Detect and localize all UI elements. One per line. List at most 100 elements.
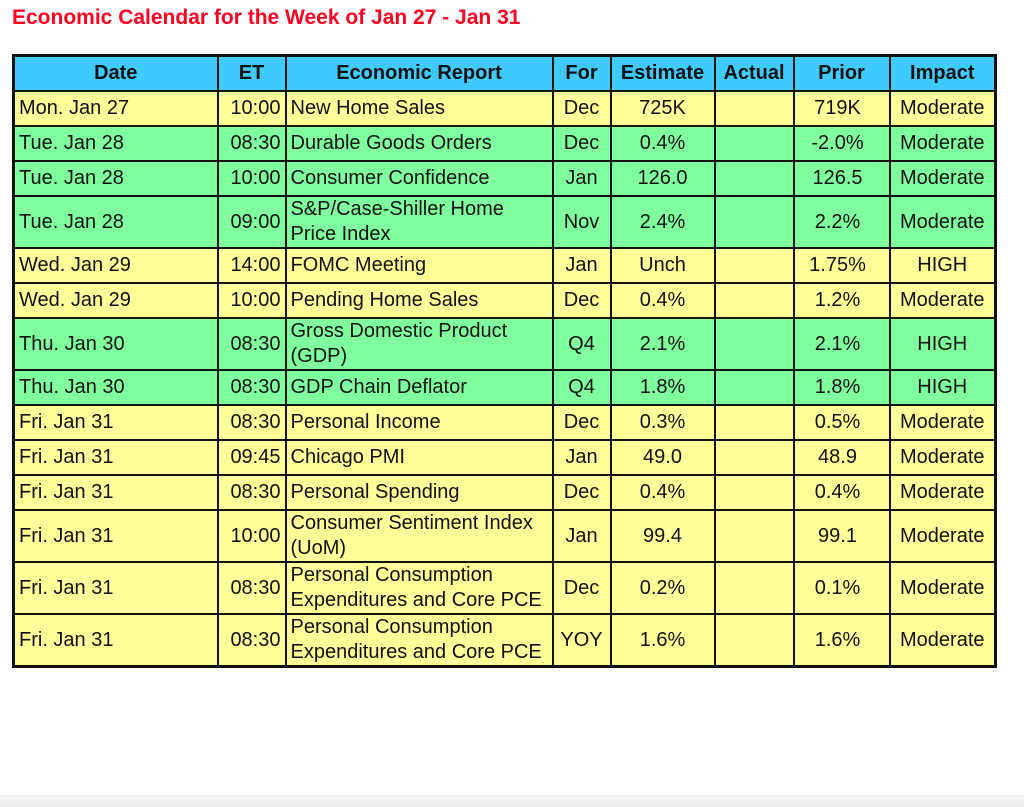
cell-for: Dec	[551, 474, 612, 511]
cell-actual	[713, 125, 795, 162]
cell-estimate: 0.3%	[609, 404, 716, 441]
header-for: For	[551, 54, 612, 92]
header-date: Date	[12, 54, 219, 92]
cell-for: Nov	[551, 195, 612, 249]
header-impact: Impact	[888, 54, 997, 92]
cell-impact: HIGH	[888, 317, 997, 371]
cell-estimate: 0.2%	[609, 561, 716, 615]
cell-prior: 1.8%	[792, 369, 891, 406]
cell-report: Pending Home Sales	[284, 282, 554, 319]
cell-for: YOY	[551, 613, 612, 668]
cell-for: Jan	[551, 247, 612, 284]
cell-estimate: 0.4%	[609, 474, 716, 511]
cell-report: Gross Domestic Product (GDP)	[284, 317, 554, 371]
cell-impact: Moderate	[888, 160, 997, 197]
cell-prior: 0.1%	[792, 561, 891, 615]
cell-et: 08:30	[216, 474, 287, 511]
cell-actual	[713, 561, 795, 615]
cell-impact: Moderate	[888, 282, 997, 319]
cell-actual	[713, 369, 795, 406]
cell-estimate: 0.4%	[609, 125, 716, 162]
cell-for: Q4	[551, 369, 612, 406]
cell-for: Dec	[551, 561, 612, 615]
cell-estimate: Unch	[609, 247, 716, 284]
cell-date: Fri. Jan 31	[12, 613, 219, 668]
header-report: Economic Report	[284, 54, 554, 92]
cell-date: Tue. Jan 28	[12, 125, 219, 162]
cell-et: 10:00	[216, 90, 287, 127]
cell-report: Personal Consumption Expenditures and Co…	[284, 613, 554, 668]
cell-date: Fri. Jan 31	[12, 561, 219, 615]
cell-et: 08:30	[216, 317, 287, 371]
cell-impact: Moderate	[888, 90, 997, 127]
cell-estimate: 126.0	[609, 160, 716, 197]
table-row: Mon. Jan 27 10:00 New Home Sales Dec 725K 719…	[12, 90, 997, 127]
cell-impact: HIGH	[888, 247, 997, 284]
cell-impact: Moderate	[888, 561, 997, 615]
table-row: Thu. Jan 30 08:30 GDP Chain Deflator Q4 1.8%…	[12, 369, 997, 406]
cell-report: Durable Goods Orders	[284, 125, 554, 162]
table-row: Fri. Jan 31 08:30 Personal Spending Dec 0.4%…	[12, 474, 997, 511]
cell-prior: 1.2%	[792, 282, 891, 319]
cell-actual	[713, 247, 795, 284]
cell-report: GDP Chain Deflator	[284, 369, 554, 406]
economic-calendar-table: Date ET Economic Report For Estimate Act…	[12, 54, 997, 668]
header-estimate: Estimate	[609, 54, 716, 92]
cell-et: 08:30	[216, 613, 287, 668]
header-et: ET	[216, 54, 287, 92]
table-row: Fri. Jan 31 08:30 Personal Income Dec 0.3% 0.…	[12, 404, 997, 441]
cell-impact: Moderate	[888, 613, 997, 668]
cell-report: Consumer Sentiment Index (UoM)	[284, 509, 554, 563]
cell-et: 10:00	[216, 509, 287, 563]
cell-for: Dec	[551, 282, 612, 319]
cell-prior: 99.1	[792, 509, 891, 563]
cell-actual	[713, 404, 795, 441]
cell-estimate: 725K	[609, 90, 716, 127]
cell-report: Personal Income	[284, 404, 554, 441]
cell-date: Fri. Jan 31	[12, 509, 219, 563]
cell-date: Mon. Jan 27	[12, 90, 219, 127]
table-row: Fri. Jan 31 08:30 Personal Consumption Exp…	[12, 613, 997, 668]
table-row: Wed. Jan 29 14:00 FOMC Meeting Jan Unch 1.75%…	[12, 247, 997, 284]
cell-estimate: 99.4	[609, 509, 716, 563]
cell-et: 08:30	[216, 125, 287, 162]
cell-prior: 1.6%	[792, 613, 891, 668]
cell-impact: Moderate	[888, 439, 997, 476]
cell-actual	[713, 282, 795, 319]
table-row: Fri. Jan 31 08:30 Personal Consumption Exp…	[12, 561, 997, 615]
cell-et: 09:00	[216, 195, 287, 249]
cell-date: Fri. Jan 31	[12, 474, 219, 511]
cell-impact: Moderate	[888, 509, 997, 563]
cell-actual	[713, 90, 795, 127]
cell-for: Dec	[551, 90, 612, 127]
cell-prior: 48.9	[792, 439, 891, 476]
cell-et: 08:30	[216, 369, 287, 406]
cell-actual	[713, 613, 795, 668]
cell-for: Dec	[551, 404, 612, 441]
cell-report: Personal Consumption Expenditures and Co…	[284, 561, 554, 615]
cell-for: Jan	[551, 439, 612, 476]
header-row: Date ET Economic Report For Estimate Act…	[12, 54, 997, 92]
header-prior: Prior	[792, 54, 891, 92]
cell-impact: Moderate	[888, 195, 997, 249]
cell-estimate: 2.4%	[609, 195, 716, 249]
cell-for: Jan	[551, 509, 612, 563]
cell-estimate: 1.8%	[609, 369, 716, 406]
cell-date: Thu. Jan 30	[12, 369, 219, 406]
cell-report: S&P/Case-Shiller Home Price Index	[284, 195, 554, 249]
cell-date: Wed. Jan 29	[12, 282, 219, 319]
table-row: Fri. Jan 31 09:45 Chicago PMI Jan 49.0 48.9 Mo…	[12, 439, 997, 476]
cell-actual	[713, 509, 795, 563]
cell-estimate: 0.4%	[609, 282, 716, 319]
cell-report: New Home Sales	[284, 90, 554, 127]
cell-prior: 126.5	[792, 160, 891, 197]
cell-impact: Moderate	[888, 404, 997, 441]
cell-report: Personal Spending	[284, 474, 554, 511]
cell-actual	[713, 474, 795, 511]
cell-prior: -2.0%	[792, 125, 891, 162]
cell-report: FOMC Meeting	[284, 247, 554, 284]
cell-et: 10:00	[216, 282, 287, 319]
table-row: Thu. Jan 30 08:30 Gross Domestic Product (…	[12, 317, 997, 371]
cell-prior: 719K	[792, 90, 891, 127]
header-actual: Actual	[713, 54, 795, 92]
